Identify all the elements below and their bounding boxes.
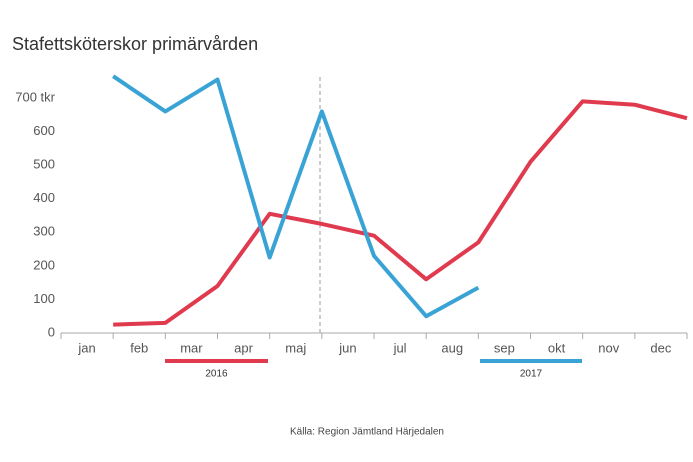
x-tick-label: sep [494,340,515,355]
chart-title: Stafettsköterskor primärvården [12,34,258,54]
y-tick-label: 300 [33,224,55,239]
x-tick-label: aug [441,340,463,355]
y-tick-label: 200 [33,257,55,272]
y-tick-label: 700 tkr [15,89,55,104]
x-tick-label: feb [130,340,148,355]
y-tick-label: 400 [33,190,55,205]
x-tick-label: jun [338,340,356,355]
y-tick-label: 100 [33,291,55,306]
source: Källa: Region Jämtland Härjedalen [290,427,444,438]
series-line [113,99,688,327]
x-tick-label: apr [234,340,253,355]
x-tick-label: okt [548,340,566,355]
x-tick-label: dec [650,340,671,355]
series-line [112,74,480,319]
x-tick-label: jul [393,340,407,355]
legend-label: 2016 [205,369,228,380]
y-tick-label: 600 [33,123,55,138]
y-tick-label: 0 [48,324,55,339]
x-tick-label: maj [285,340,306,355]
legend-label: 2017 [520,369,543,380]
x-tick-label: jan [77,340,95,355]
x-tick-label: mar [180,340,203,355]
x-tick-label: nov [598,340,619,355]
y-tick-label: 500 [33,157,55,172]
